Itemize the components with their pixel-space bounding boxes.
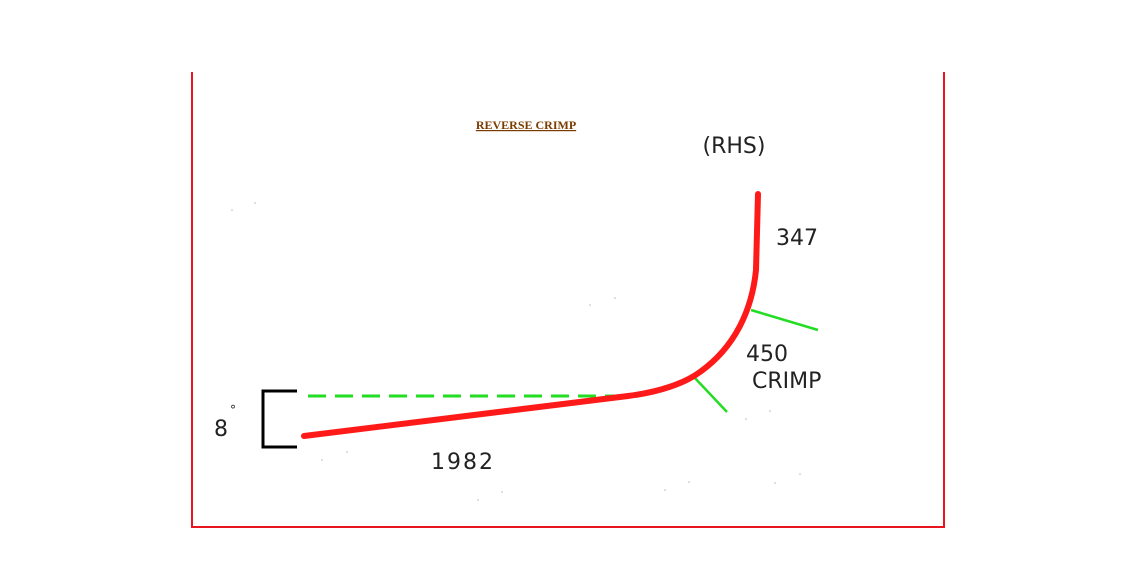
crimp-label: CRIMP: [752, 369, 821, 394]
crimp-end-tick: [692, 375, 728, 413]
base-leg-dimension: 1982: [431, 450, 495, 475]
side-label: (RHS): [703, 134, 766, 159]
crimp-start-tick: [750, 308, 819, 332]
vertical-leg-dimension: 347: [776, 226, 818, 251]
angle-bracket: [261, 389, 297, 449]
drawing-title: REVERSE CRIMP: [476, 118, 576, 132]
diagram-frame: [191, 72, 945, 528]
angle-value: 8: [214, 417, 228, 442]
crimp-dimension: 450: [746, 342, 788, 367]
scan-specks: [231, 202, 801, 501]
degree-symbol: °: [230, 403, 236, 417]
profile-line: [301, 191, 761, 439]
